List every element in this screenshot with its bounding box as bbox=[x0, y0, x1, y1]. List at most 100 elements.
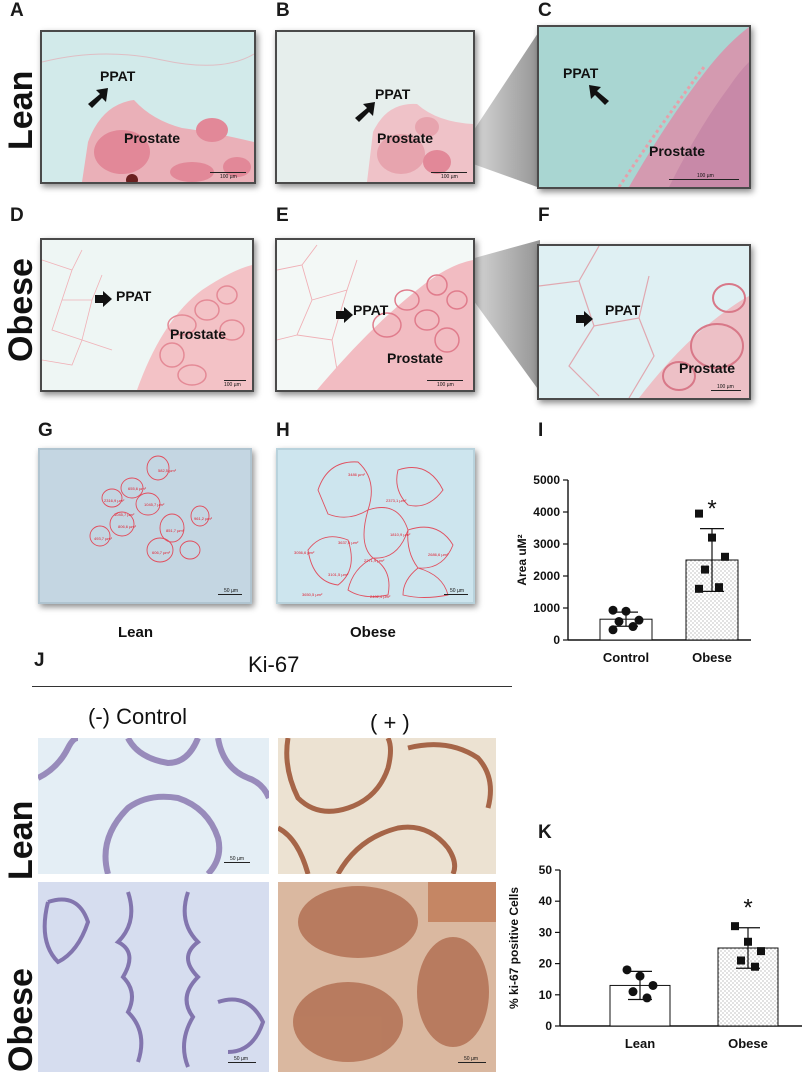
data-point bbox=[695, 509, 703, 518]
x-tick-label: Obese bbox=[692, 650, 732, 665]
scale-text: 100 µm bbox=[224, 382, 241, 388]
panel-letter-c: C bbox=[538, 0, 552, 21]
scale-text: 50 µm bbox=[450, 588, 464, 594]
data-point bbox=[635, 971, 645, 981]
scale-bar bbox=[431, 172, 467, 173]
scale-bar bbox=[218, 594, 242, 595]
data-point bbox=[737, 956, 745, 965]
scale-text: 50 µm bbox=[234, 1056, 248, 1062]
scale-text: 100 µm bbox=[437, 382, 454, 388]
area-label: 1810,9 µm² bbox=[390, 532, 411, 537]
data-point bbox=[751, 962, 759, 971]
row-label-obese-top: Obese bbox=[2, 258, 40, 362]
micrograph-lean-ppat-c: PPAT Prostate 100 µm bbox=[537, 25, 751, 189]
data-point bbox=[634, 615, 644, 625]
ppat-label-b: PPAT bbox=[375, 86, 411, 102]
area-label: 2316,9 µm² bbox=[104, 498, 125, 503]
scale-bar bbox=[669, 179, 739, 180]
area-label: 2271,9 µm² bbox=[364, 558, 385, 563]
ppat-label-a: PPAT bbox=[100, 68, 136, 84]
y-tick-label: 1000 bbox=[533, 601, 560, 615]
ki67-title: Ki-67 bbox=[248, 652, 300, 677]
arrow-icon bbox=[336, 307, 353, 323]
prostate-label-b: Prostate bbox=[377, 130, 434, 146]
significance-marker: * bbox=[707, 496, 716, 523]
chart-k-ki67-positive: 0 10 20 30 40 50 % ki-67 positive Cells Lean Obe… bbox=[507, 863, 802, 1051]
y-tick-label: 0 bbox=[553, 633, 560, 647]
area-label: 961,2 µm² bbox=[194, 516, 213, 521]
pos-label: ( + ) bbox=[370, 710, 410, 735]
data-point bbox=[715, 583, 723, 592]
scale-bar bbox=[228, 1062, 256, 1063]
area-label: 2373,1 µm² bbox=[386, 498, 407, 503]
scale-bar bbox=[224, 380, 246, 381]
scale-text: 100 µm bbox=[717, 384, 734, 390]
micrograph-lean-ppat-a: PPAT Prostate 100 µm bbox=[40, 30, 256, 184]
neg-control-label: (-) Control bbox=[88, 704, 188, 729]
data-point bbox=[628, 622, 638, 632]
y-tick-label: 40 bbox=[539, 894, 553, 908]
row-label-obese-ihc: Obese bbox=[2, 968, 40, 1072]
y-tick-label: 2000 bbox=[533, 569, 560, 583]
data-point bbox=[642, 993, 652, 1003]
scale-text: 100 µm bbox=[697, 173, 714, 179]
panel-letter-g: G bbox=[38, 420, 53, 441]
panel-letter-h: H bbox=[276, 420, 290, 441]
micrograph-obese-ppat-f: PPAT Prostate 100 µm bbox=[537, 244, 751, 400]
prostate-label-d: Prostate bbox=[170, 326, 227, 342]
ki67-divider bbox=[32, 686, 512, 687]
area-label: 2686,6 µm² bbox=[428, 552, 449, 557]
y-axis-label: Area uM² bbox=[515, 534, 529, 585]
data-point bbox=[731, 922, 739, 931]
micrograph-lean-ppat-b: PPAT Prostate 100 µm bbox=[275, 30, 475, 184]
ihc-lean-negative: 50 µm bbox=[38, 738, 269, 874]
panel-letter-e: E bbox=[276, 205, 289, 226]
ppat-label-e: PPAT bbox=[353, 302, 389, 318]
micrograph-obese-adipocytes-h: 3486 µm² 2373,1 µm² 1810,9 µm² 3637,5 µm… bbox=[276, 448, 475, 604]
data-point bbox=[614, 616, 624, 626]
data-point bbox=[608, 605, 618, 615]
prostate-label-a: Prostate bbox=[124, 130, 181, 146]
y-tick-label: 5000 bbox=[533, 473, 560, 487]
y-tick-label: 4000 bbox=[533, 505, 560, 519]
zoom-wedges bbox=[460, 30, 540, 392]
area-label: 806,6 µm² bbox=[118, 524, 137, 529]
row-label-lean-ihc: Lean bbox=[2, 800, 40, 880]
data-point bbox=[695, 584, 703, 593]
micrograph-lean-adipocytes-g: 582,5 µm² 655,6 µm² 1045,7 µm² 2316,9 µm… bbox=[38, 448, 252, 604]
arrow-icon bbox=[95, 291, 112, 307]
arrow-icon bbox=[576, 311, 593, 327]
data-point bbox=[648, 980, 658, 990]
data-point bbox=[708, 533, 716, 542]
data-point bbox=[608, 625, 618, 635]
arrow-icon bbox=[589, 85, 609, 105]
y-tick-label: 0 bbox=[545, 1019, 552, 1033]
ppat-label-c: PPAT bbox=[563, 65, 599, 81]
x-tick-label: Obese bbox=[728, 1036, 768, 1051]
scale-bar bbox=[444, 594, 468, 595]
scale-text: 50 µm bbox=[464, 1056, 478, 1062]
area-label: 2402,4 µm² bbox=[370, 594, 391, 599]
caption-obese: Obese bbox=[350, 624, 396, 641]
prostate-label-f: Prostate bbox=[679, 360, 736, 376]
area-label: 3650,5 µm² bbox=[302, 592, 323, 597]
area-label: 851,7 µm² bbox=[166, 528, 185, 533]
row-label-lean-top: Lean bbox=[2, 70, 40, 150]
x-tick-label: Lean bbox=[625, 1036, 655, 1051]
area-label: 3486 µm² bbox=[348, 472, 366, 477]
ihc-obese-positive: 50 µm bbox=[278, 882, 496, 1072]
panel-letter-i: I bbox=[538, 420, 544, 441]
prostate-label-e: Prostate bbox=[387, 350, 444, 366]
significance-marker: * bbox=[743, 895, 752, 922]
micrograph-obese-ppat-e: PPAT Prostate 100 µm bbox=[275, 238, 475, 392]
y-tick-label: 10 bbox=[539, 988, 553, 1002]
chart-i-adipocyte-area: 0 1000 2000 3000 4000 5000 Area uM² Control Obes… bbox=[515, 473, 751, 665]
ppat-label-f: PPAT bbox=[605, 302, 641, 318]
caption-lean: Lean bbox=[118, 624, 154, 641]
panel-letter-f: F bbox=[538, 205, 550, 226]
panel-letter-d: D bbox=[10, 205, 24, 226]
scale-bar bbox=[458, 1062, 486, 1063]
area-annotations-lean: 582,5 µm² 655,6 µm² 1045,7 µm² 2316,9 µm… bbox=[94, 468, 213, 555]
area-label: 655,6 µm² bbox=[128, 486, 147, 491]
data-point bbox=[622, 965, 632, 975]
